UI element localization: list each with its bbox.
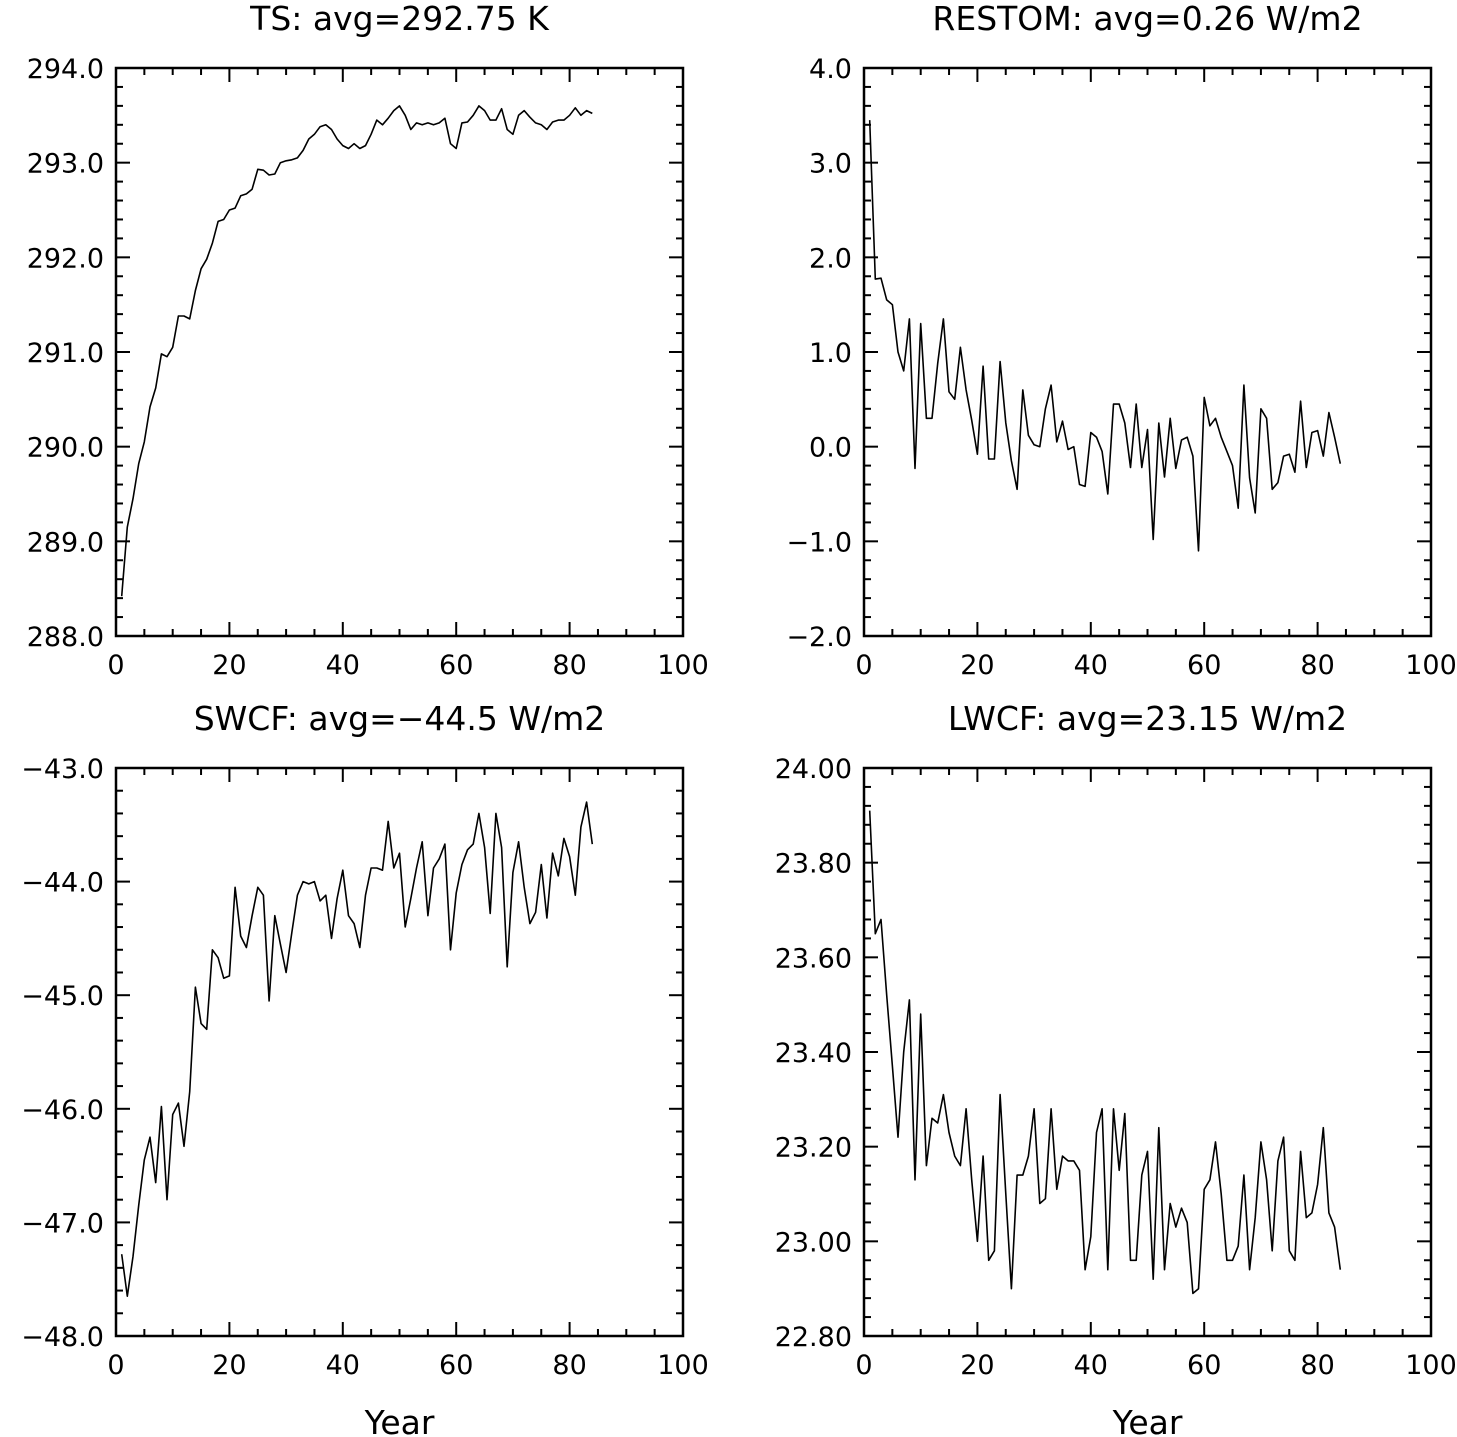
ts-x-tick-label: 100: [657, 650, 709, 681]
lwcf-plot-frame: [862, 766, 1433, 1338]
ts-x-tick-label: 40: [326, 650, 360, 681]
restom-y-tick-label: −2.0: [786, 622, 852, 653]
restom-x-tick-label: 20: [960, 650, 994, 681]
restom-y-tick-label: 1.0: [809, 338, 852, 369]
lwcf-x-tick-label: 20: [960, 1350, 994, 1381]
lwcf-x-tick-label: 60: [1187, 1350, 1221, 1381]
swcf-series-line: [120, 801, 594, 1297]
restom-x-tick-label: 80: [1300, 650, 1334, 681]
swcf-y-tick-label: −43.0: [21, 754, 104, 785]
panel-ts: 0 20 40 60 80 100 288.0 289.0 290.0 291.0 292.0 293…: [27, 0, 709, 681]
ts-y-tick-label: 289.0: [27, 527, 104, 558]
panel-restom: 0 20 40 60 80 100 −2.0 −1.0 0.0 1.0 2.0 3.0 4.0 RESTO…: [786, 0, 1456, 681]
ts-y-tick-label: 294.0: [27, 54, 104, 85]
ts-y-tick-label: 291.0: [27, 338, 104, 369]
lwcf-x-tick-label: 0: [855, 1350, 872, 1381]
swcf-x-axis-label: Year: [364, 1403, 435, 1437]
restom-chart-title: RESTOM: avg=0.26 W/m2: [932, 0, 1362, 38]
restom-y-tick-label: 3.0: [809, 149, 852, 180]
lwcf-x-axis-label: Year: [1112, 1403, 1183, 1437]
lwcf-series-line: [868, 810, 1342, 1295]
restom-x-tick-label: 60: [1187, 650, 1221, 681]
ts-chart-title: TS: avg=292.75 K: [249, 0, 550, 38]
lwcf-y-tick-label: 23.20: [775, 1133, 852, 1164]
swcf-y-tick-label: −44.0: [21, 868, 104, 899]
restom-x-tick-label: 0: [855, 650, 872, 681]
ts-x-tick-label: 0: [107, 650, 124, 681]
swcf-chart-title: SWCF: avg=−44.5 W/m2: [194, 699, 606, 738]
lwcf-x-tick-label: 100: [1405, 1350, 1457, 1381]
panel-lwcf: 0 20 40 60 80 100 22.80 23.00 23.20 23.40 23.60 23.…: [775, 699, 1457, 1437]
lwcf-y-tick-label: 24.00: [775, 754, 852, 785]
restom-y-tick-label: −1.0: [786, 527, 852, 558]
restom-y-tick-label: 2.0: [809, 243, 852, 274]
swcf-x-tick-label: 40: [326, 1350, 360, 1381]
restom-series-line: [868, 120, 1342, 552]
restom-x-tick-label: 100: [1405, 650, 1457, 681]
restom-plot-frame: [862, 66, 1433, 638]
swcf-y-tick-label: −45.0: [21, 981, 104, 1012]
ts-y-tick-label: 292.0: [27, 243, 104, 274]
lwcf-y-tick-label: 23.00: [775, 1227, 852, 1258]
restom-y-tick-label: 0.0: [809, 433, 852, 464]
swcf-y-tick-label: −46.0: [21, 1095, 104, 1126]
ts-series-line: [120, 105, 593, 597]
lwcf-y-tick-label: 23.60: [775, 943, 852, 974]
swcf-x-tick-label: 80: [552, 1350, 586, 1381]
restom-y-tick-label: 4.0: [809, 54, 852, 85]
panel-swcf: 0 20 40 60 80 100 −48.0 −47.0 −46.0 −45.0 −44.0 −43…: [21, 699, 709, 1437]
ts-y-tick-label: 293.0: [27, 149, 104, 180]
swcf-y-tick-label: −48.0: [21, 1322, 104, 1353]
swcf-x-tick-label: 20: [212, 1350, 246, 1381]
ts-y-tick-label: 288.0: [27, 622, 104, 653]
swcf-y-tick-label: −47.0: [21, 1208, 104, 1239]
restom-x-tick-label: 40: [1074, 650, 1108, 681]
lwcf-y-tick-label: 23.40: [775, 1038, 852, 1069]
ts-x-tick-label: 20: [212, 650, 246, 681]
ts-plot-frame: [114, 66, 685, 638]
lwcf-x-tick-label: 40: [1074, 1350, 1108, 1381]
swcf-x-tick-label: 100: [657, 1350, 709, 1381]
swcf-x-tick-label: 60: [439, 1350, 473, 1381]
ts-y-tick-label: 290.0: [27, 433, 104, 464]
lwcf-y-tick-label: 23.80: [775, 849, 852, 880]
lwcf-x-tick-label: 80: [1300, 1350, 1334, 1381]
lwcf-y-tick-label: 22.80: [775, 1322, 852, 1353]
swcf-x-tick-label: 0: [107, 1350, 124, 1381]
ts-x-tick-label: 60: [439, 650, 473, 681]
lwcf-chart-title: LWCF: avg=23.15 W/m2: [948, 699, 1347, 738]
ts-x-tick-label: 80: [552, 650, 586, 681]
